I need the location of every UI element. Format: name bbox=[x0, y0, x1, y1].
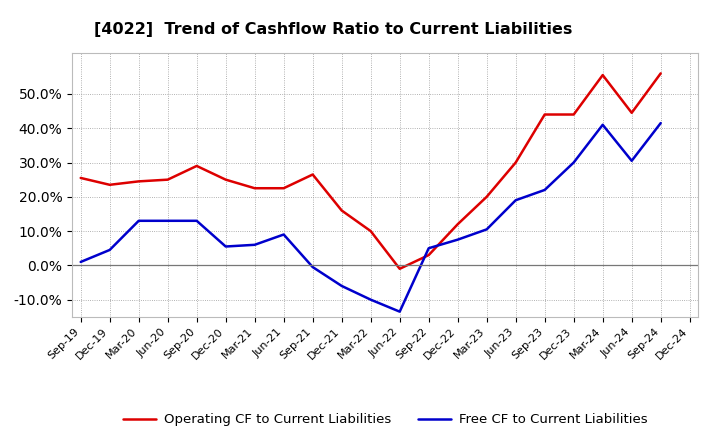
Operating CF to Current Liabilities bbox=[163, 177, 172, 182]
Text: [4022]  Trend of Cashflow Ratio to Current Liabilities: [4022] Trend of Cashflow Ratio to Curren… bbox=[94, 22, 572, 37]
Free CF to Current Liabilities bbox=[163, 218, 172, 224]
Operating CF to Current Liabilities bbox=[482, 194, 491, 199]
Legend: Operating CF to Current Liabilities, Free CF to Current Liabilities: Operating CF to Current Liabilities, Fre… bbox=[118, 408, 652, 432]
Free CF to Current Liabilities bbox=[366, 297, 375, 302]
Operating CF to Current Liabilities bbox=[192, 163, 201, 169]
Free CF to Current Liabilities bbox=[482, 227, 491, 232]
Operating CF to Current Liabilities bbox=[570, 112, 578, 117]
Operating CF to Current Liabilities bbox=[251, 186, 259, 191]
Free CF to Current Liabilities bbox=[308, 264, 317, 270]
Operating CF to Current Liabilities bbox=[424, 253, 433, 258]
Free CF to Current Liabilities bbox=[105, 247, 114, 253]
Line: Free CF to Current Liabilities: Free CF to Current Liabilities bbox=[81, 123, 661, 312]
Operating CF to Current Liabilities bbox=[541, 112, 549, 117]
Operating CF to Current Liabilities bbox=[105, 182, 114, 187]
Operating CF to Current Liabilities bbox=[221, 177, 230, 182]
Operating CF to Current Liabilities bbox=[308, 172, 317, 177]
Free CF to Current Liabilities bbox=[511, 198, 520, 203]
Free CF to Current Liabilities bbox=[454, 237, 462, 242]
Free CF to Current Liabilities bbox=[279, 232, 288, 237]
Free CF to Current Liabilities bbox=[570, 160, 578, 165]
Operating CF to Current Liabilities bbox=[598, 73, 607, 78]
Operating CF to Current Liabilities bbox=[454, 222, 462, 227]
Operating CF to Current Liabilities bbox=[76, 175, 85, 180]
Operating CF to Current Liabilities bbox=[366, 228, 375, 234]
Free CF to Current Liabilities bbox=[76, 259, 85, 264]
Free CF to Current Liabilities bbox=[541, 187, 549, 193]
Free CF to Current Liabilities bbox=[424, 246, 433, 251]
Free CF to Current Liabilities bbox=[627, 158, 636, 163]
Free CF to Current Liabilities bbox=[598, 122, 607, 128]
Free CF to Current Liabilities bbox=[221, 244, 230, 249]
Operating CF to Current Liabilities bbox=[511, 160, 520, 165]
Operating CF to Current Liabilities bbox=[627, 110, 636, 115]
Free CF to Current Liabilities bbox=[395, 309, 404, 314]
Operating CF to Current Liabilities bbox=[279, 186, 288, 191]
Operating CF to Current Liabilities bbox=[395, 266, 404, 271]
Free CF to Current Liabilities bbox=[135, 218, 143, 224]
Free CF to Current Liabilities bbox=[657, 121, 665, 126]
Operating CF to Current Liabilities bbox=[338, 208, 346, 213]
Operating CF to Current Liabilities bbox=[657, 71, 665, 76]
Operating CF to Current Liabilities bbox=[135, 179, 143, 184]
Free CF to Current Liabilities bbox=[251, 242, 259, 247]
Free CF to Current Liabilities bbox=[192, 218, 201, 224]
Free CF to Current Liabilities bbox=[338, 283, 346, 289]
Line: Operating CF to Current Liabilities: Operating CF to Current Liabilities bbox=[81, 73, 661, 269]
